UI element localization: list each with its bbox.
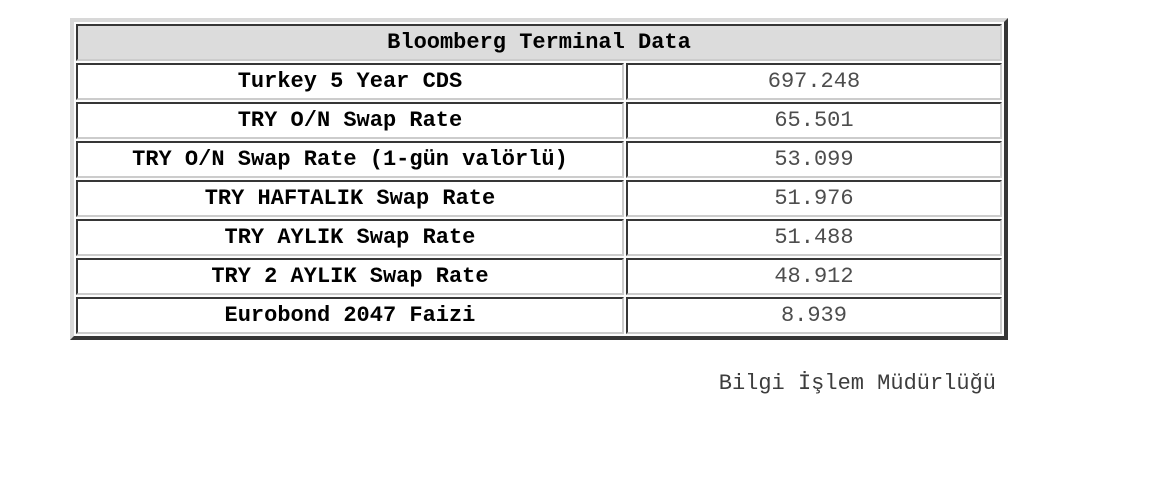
metric-name-cell: Turkey 5 Year CDS — [76, 63, 624, 100]
table-row: TRY O/N Swap Rate (1-gün valörlü) 53.099 — [76, 141, 1002, 178]
table-header-row: Bloomberg Terminal Data — [76, 24, 1002, 61]
table-title: Bloomberg Terminal Data — [76, 24, 1002, 61]
metric-value-cell: 48.912 — [625, 258, 1002, 295]
metric-name-cell: TRY 2 AYLIK Swap Rate — [76, 258, 624, 295]
metric-name-cell: TRY O/N Swap Rate (1-gün valörlü) — [76, 141, 624, 178]
metric-value-cell: 8.939 — [625, 297, 1002, 334]
table-row: Eurobond 2047 Faizi 8.939 — [76, 297, 1002, 334]
metric-value-cell: 51.488 — [625, 219, 1002, 256]
footer-signature: Bilgi İşlem Müdürlüğü — [718, 371, 996, 396]
metric-name-cell: TRY O/N Swap Rate — [76, 102, 624, 139]
metric-name-cell: Eurobond 2047 Faizi — [76, 297, 624, 334]
table-row: TRY 2 AYLIK Swap Rate 48.912 — [76, 258, 1002, 295]
table-row: TRY AYLIK Swap Rate 51.488 — [76, 219, 1002, 256]
table-row: Turkey 5 Year CDS 697.248 — [76, 63, 1002, 100]
table-row: TRY HAFTALIK Swap Rate 51.976 — [76, 180, 1002, 217]
table-row: TRY O/N Swap Rate 65.501 — [76, 102, 1002, 139]
metric-value-cell: 53.099 — [625, 141, 1002, 178]
metric-value-cell: 51.976 — [625, 180, 1002, 217]
table-body: Turkey 5 Year CDS 697.248 TRY O/N Swap R… — [76, 63, 1002, 334]
bloomberg-data-table: Bloomberg Terminal Data Turkey 5 Year CD… — [74, 22, 1004, 336]
data-table-frame: Bloomberg Terminal Data Turkey 5 Year CD… — [70, 18, 1008, 340]
metric-name-cell: TRY AYLIK Swap Rate — [76, 219, 624, 256]
metric-name-cell: TRY HAFTALIK Swap Rate — [76, 180, 624, 217]
metric-value-cell: 65.501 — [625, 102, 1002, 139]
metric-value-cell: 697.248 — [625, 63, 1002, 100]
